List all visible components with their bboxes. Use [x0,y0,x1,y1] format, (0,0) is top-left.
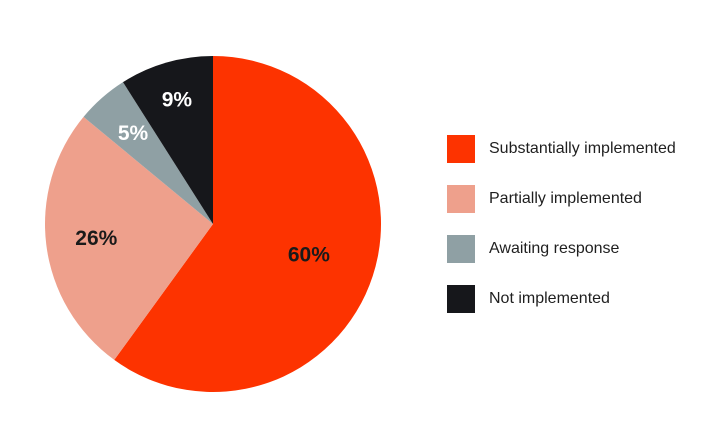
pie-slice-substantially-implemented [114,56,382,392]
pie-slice-not-implemented [122,56,213,224]
legend-swatch [447,285,475,313]
pie-slice-label: 60% [288,244,330,267]
pie-slice-label: 9% [162,88,193,111]
legend-swatch [447,235,475,263]
legend-label: Substantially implemented [489,140,676,157]
legend-label: Awaiting response [489,240,620,257]
pie-slices [44,56,382,392]
pie-slice-awaiting-response [83,82,213,225]
legend-label: Partially implemented [489,190,642,207]
legend-swatch [447,135,475,163]
legend-label: Not implemented [489,290,610,307]
legend-item-partially-implemented: Partially implemented [447,174,697,224]
pie-slice-partially-implemented [44,116,214,360]
pie-slice-labels: 60% 26% 5% 9% [75,88,330,266]
pie-slice-label: 26% [75,227,117,250]
legend-item-substantially-implemented: Substantially implemented [447,124,697,174]
legend: Substantially implemented Partially impl… [447,124,697,324]
legend-swatch [447,185,475,213]
pie-slice-label: 5% [118,122,149,145]
legend-item-awaiting-response: Awaiting response [447,224,697,274]
legend-item-not-implemented: Not implemented [447,274,697,324]
